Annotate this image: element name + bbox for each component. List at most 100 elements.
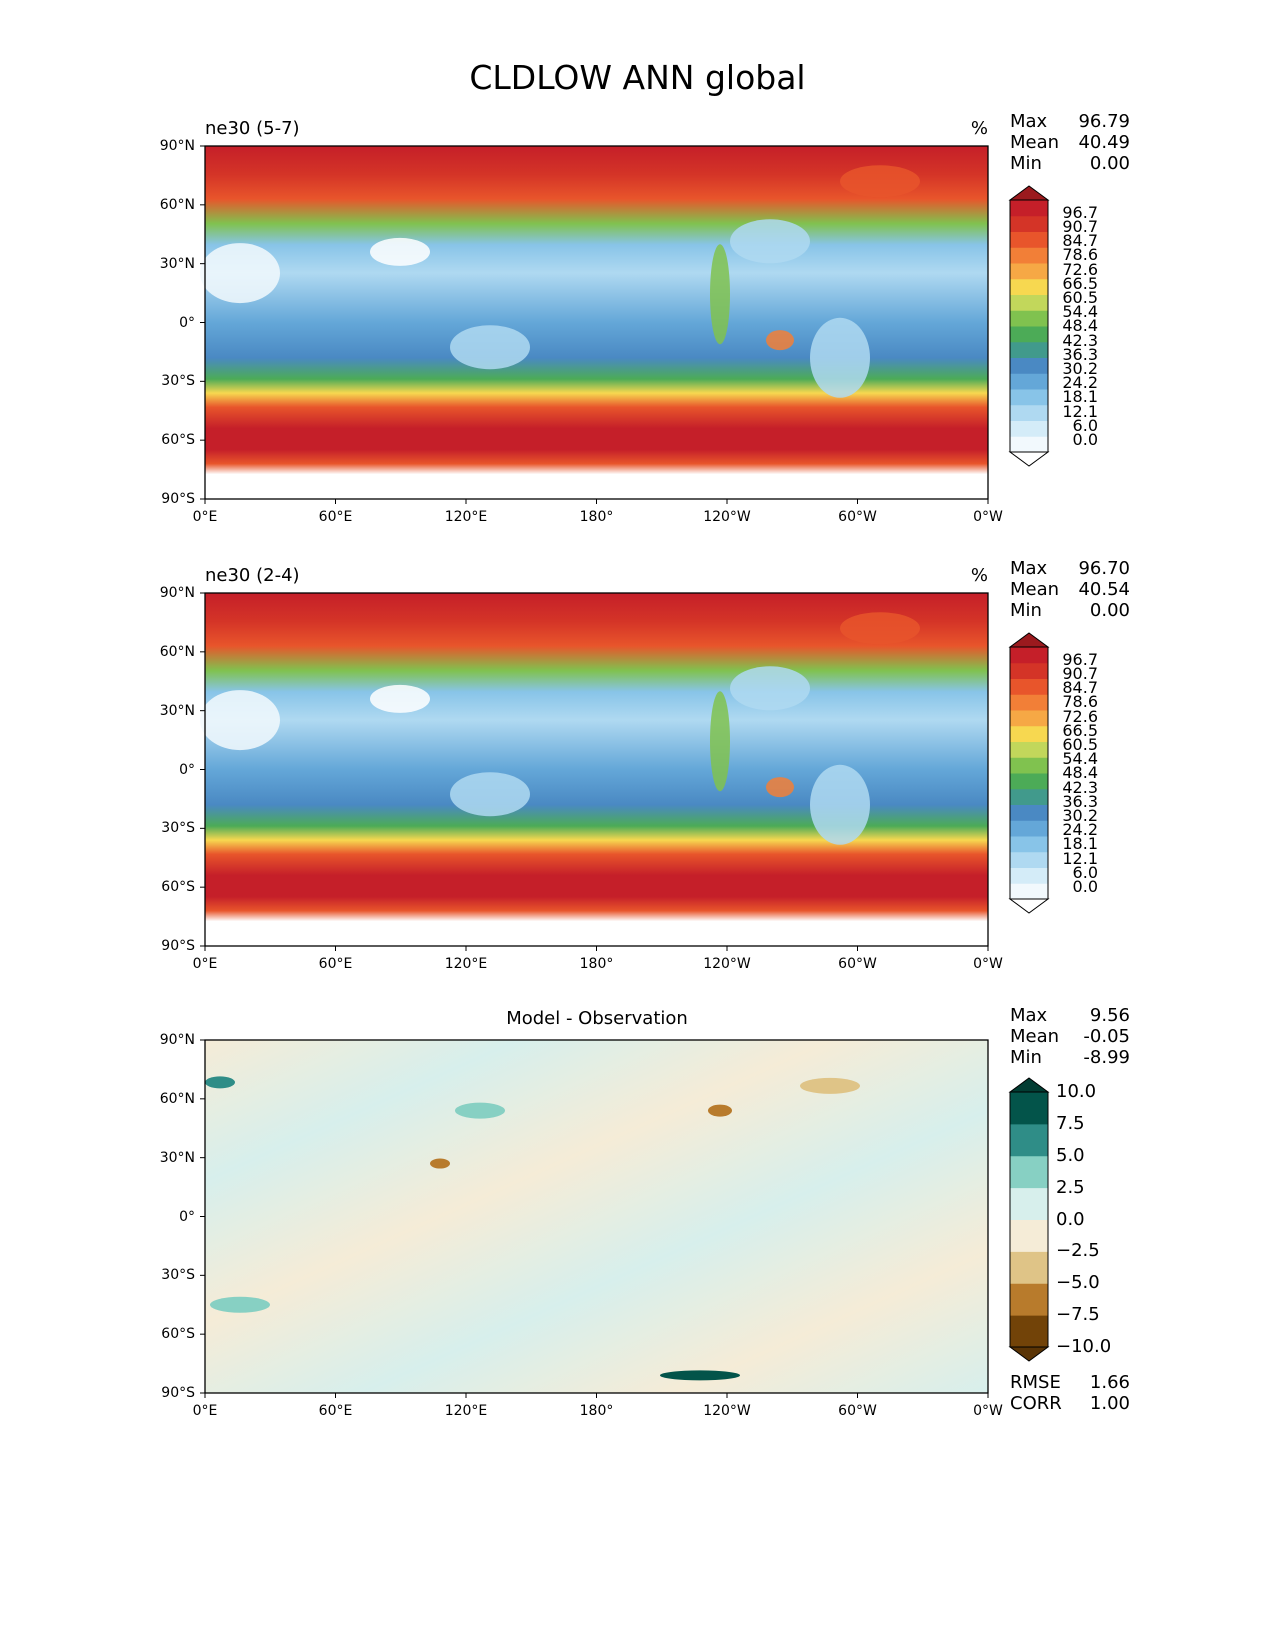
colorbar-tick-label: 6.0 <box>1072 415 1098 435</box>
x-tick-label: 180° <box>579 956 614 972</box>
x-tick-label: 60°W <box>838 956 877 972</box>
colorbar-tick-label: 84.7 <box>1062 231 1098 251</box>
map-feature <box>200 243 280 304</box>
colorbar-segment <box>1010 215 1048 232</box>
y-tick-label: 0° <box>179 314 195 331</box>
colorbar-tick-label: 0.0 <box>1072 430 1098 449</box>
stat-value: 40.54 <box>1078 579 1130 600</box>
colorbar-tick-label: 96.7 <box>1062 649 1098 669</box>
colorbar-tick-label: −7.5 <box>1056 1304 1100 1326</box>
map-feature <box>708 1104 732 1117</box>
colorbar-segment <box>1010 278 1048 295</box>
colorbar-extend-low <box>1008 898 1050 914</box>
map-feature <box>450 772 530 817</box>
colorbar-extend-high <box>1008 185 1050 201</box>
colorbar-frame <box>1009 1091 1049 1348</box>
colorbar-segment <box>1010 883 1048 900</box>
colorbar-segment <box>1010 341 1048 358</box>
colorbar-tick-label: 42.3 <box>1062 330 1098 350</box>
y-tick-label: 60°N <box>159 643 195 660</box>
colorbar-tick-label: 54.4 <box>1062 749 1098 769</box>
colorbar-segment <box>1010 710 1048 727</box>
x-tick-label: 120°E <box>444 1403 488 1419</box>
stat-value: -8.99 <box>1083 1047 1130 1068</box>
map-feature <box>730 666 810 711</box>
y-tick-label: 60°S <box>161 432 195 449</box>
colorbar-tick-label: 12.1 <box>1062 848 1098 868</box>
colorbar-tick-label: 60.5 <box>1062 288 1098 307</box>
stat-value: 40.49 <box>1078 132 1130 153</box>
colorbar-tick-label: −5.0 <box>1056 1272 1100 1294</box>
stat-label: Min <box>1010 153 1042 174</box>
stat-label: Max <box>1010 1005 1048 1026</box>
stat-label: Min <box>1010 1047 1042 1068</box>
colorbar-segment <box>1010 678 1048 695</box>
x-tick-label: 60°E <box>318 1403 353 1419</box>
map-feature <box>370 684 430 713</box>
x-tick-label: 60°E <box>318 956 353 972</box>
colorbar-tick-label: 72.6 <box>1062 259 1098 279</box>
colorbar-segment <box>1010 310 1048 327</box>
stat-value: -0.05 <box>1083 1026 1130 1047</box>
colorbar-extend-high <box>1008 1077 1050 1093</box>
stat-label: Mean <box>1010 579 1060 600</box>
colorbar-extend-high <box>1008 632 1050 648</box>
map-feature <box>210 1296 270 1313</box>
colorbar-segment <box>1010 373 1048 390</box>
colorbar-tick-label: 36.3 <box>1062 791 1098 811</box>
map-feature <box>810 317 870 398</box>
colorbar-tick-label: 36.3 <box>1062 344 1098 364</box>
colorbar-segment <box>1010 1283 1048 1316</box>
stat-label: Max <box>1010 111 1048 132</box>
x-tick-label: 120°W <box>703 956 751 972</box>
colorbar-segment <box>1010 404 1048 421</box>
map-feature <box>766 777 794 798</box>
map-feature <box>660 1370 740 1381</box>
colorbar-frame <box>1009 199 1049 453</box>
colorbar-tick-label: 60.5 <box>1062 735 1098 754</box>
colorbar-tick-label: 48.4 <box>1062 763 1098 783</box>
panel-title: Model - Observation <box>506 1008 688 1029</box>
x-tick-label: 0°E <box>192 1403 218 1419</box>
map-feature <box>810 764 870 845</box>
colorbar-tick-label: 78.6 <box>1062 245 1098 265</box>
colorbar-tick-label: 30.2 <box>1062 806 1098 825</box>
colorbar-tick-label: 24.2 <box>1062 373 1098 393</box>
colorbar-segment <box>1010 851 1048 868</box>
colorbar-segment <box>1010 357 1048 374</box>
colorbar-segment <box>1010 247 1048 264</box>
x-tick-label: 0°W <box>973 509 1003 525</box>
colorbar-tick-label: 84.7 <box>1062 678 1098 698</box>
units-label: % <box>970 565 988 586</box>
colorbar-segment <box>1010 725 1048 742</box>
colorbar-tick-label: 6.0 <box>1072 862 1098 882</box>
colorbar-tick-label: 66.5 <box>1062 273 1098 293</box>
colorbar-segment <box>1010 788 1048 805</box>
colorbar-tick-label: 2.5 <box>1056 1176 1085 1198</box>
y-tick-label: 30°N <box>159 702 195 719</box>
colorbar-segment <box>1010 820 1048 837</box>
colorbar-tick-label: 7.5 <box>1056 1112 1085 1134</box>
rmse-label: RMSE <box>1010 1372 1061 1393</box>
colorbar-segment <box>1010 294 1048 311</box>
x-tick-label: 0°W <box>973 956 1003 972</box>
stat-label: Mean <box>1010 132 1060 153</box>
map-feature <box>840 165 920 198</box>
colorbar-tick-label: 24.2 <box>1062 820 1098 840</box>
colorbar-segment <box>1010 867 1048 884</box>
x-tick-label: 180° <box>579 1403 614 1419</box>
colorbar-segment <box>1010 1219 1048 1252</box>
y-tick-label: 30°S <box>161 373 195 390</box>
y-tick-label: 90°S <box>161 1385 195 1401</box>
colorbar-tick-label: 5.0 <box>1056 1144 1085 1166</box>
y-tick-label: 90°N <box>159 138 195 154</box>
map-feature <box>710 244 730 345</box>
colorbar-tick-label: −10.0 <box>1056 1336 1112 1357</box>
colorbar-tick-label: 48.4 <box>1062 316 1098 336</box>
map-feature <box>430 1158 450 1169</box>
units-label: % <box>970 118 988 139</box>
map-feature <box>205 1076 235 1089</box>
x-tick-label: 0°W <box>973 1403 1003 1419</box>
